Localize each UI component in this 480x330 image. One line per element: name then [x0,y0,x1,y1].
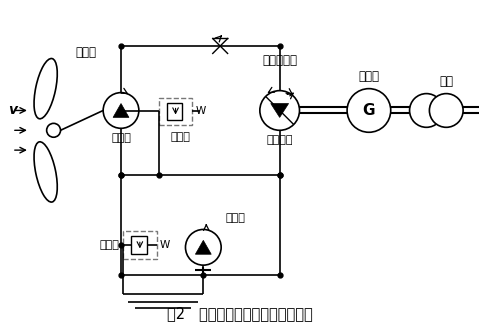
Text: 变量马达: 变量马达 [266,135,292,145]
Bar [123,231,156,259]
Circle shape [103,93,139,128]
Text: W: W [195,107,205,116]
Text: v: v [8,104,17,117]
Polygon shape [195,240,211,254]
Text: 比例节流阀: 比例节流阀 [262,54,297,67]
Text: 图2   液压型风力发电机组原理简图: 图2 液压型风力发电机组原理简图 [167,306,312,321]
Text: 风力机: 风力机 [75,47,96,59]
Bar [166,103,182,120]
Text: 安全阀: 安全阀 [170,132,190,142]
Bar [158,98,192,125]
Circle shape [347,89,390,132]
Text: W: W [159,240,169,250]
Polygon shape [113,104,129,117]
Circle shape [408,94,443,127]
Bar [131,236,146,254]
Text: 电网: 电网 [438,75,452,88]
Circle shape [47,123,60,137]
Text: 发电机: 发电机 [358,70,379,83]
Text: 定量泵: 定量泵 [111,133,131,143]
Text: 溢流阀: 溢流阀 [99,240,119,250]
Text: 补油泵: 补油泵 [225,213,244,222]
Circle shape [429,94,462,127]
Circle shape [185,229,221,265]
Polygon shape [270,104,288,117]
Text: G: G [362,103,374,118]
Circle shape [259,91,299,130]
